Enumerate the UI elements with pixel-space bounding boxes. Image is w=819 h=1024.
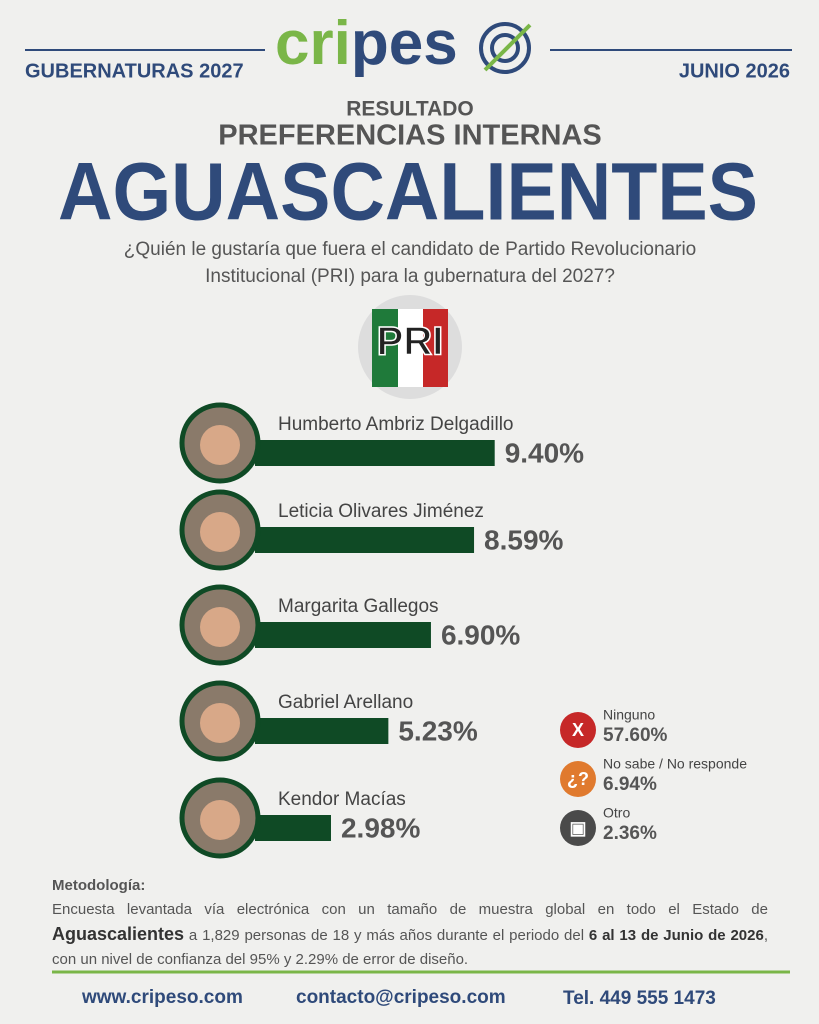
title: AGUASCALIENTES (58, 147, 758, 238)
bar (255, 527, 475, 553)
party-logo-text: PRI (377, 320, 444, 364)
bar (255, 440, 495, 466)
value-label: 6.90% (441, 619, 520, 650)
methodology-text: a 1,829 personas de 18 y más años durant… (184, 927, 589, 944)
answer-value: 6.94% (603, 774, 657, 795)
other-answers: X Ninguno 57.60% ¿? No sabe / No responde 6.9… (560, 707, 747, 846)
answer-icon-glyph: X (572, 720, 584, 740)
answer-name: Otro (603, 805, 630, 821)
footer-phone: Tel. 449 555 1473 (563, 988, 716, 1009)
candidate-name: Kendor Macías (278, 789, 406, 810)
subtitle: PREFERENCIAS INTERNAS (218, 120, 602, 152)
methodology-text: 6 al 13 de Junio de 2026 (588, 927, 764, 944)
answer-value: 57.60% (603, 725, 668, 746)
candidate-name: Gabriel Arellano (278, 692, 413, 713)
header-left: GUBERNATURAS 2027 (25, 60, 244, 82)
photo-face (200, 512, 240, 552)
candidate-name: Leticia Olivares Jiménez (278, 501, 484, 522)
answer-name: Ninguno (603, 707, 655, 723)
answer-name: No sabe / No responde (603, 756, 747, 772)
party-logo: PRI (358, 295, 462, 399)
footer-web: www.cripeso.com (81, 987, 243, 1008)
answer-value: 2.36% (603, 823, 657, 844)
photo-face (200, 607, 240, 647)
question: ¿Quién le gustaría que fuera el candidat… (124, 239, 696, 260)
value-label: 9.40% (505, 437, 584, 468)
value-label: 2.98% (341, 812, 420, 843)
bar (255, 815, 331, 841)
kicker: RESULTADO (346, 98, 474, 121)
methodology: Metodología: Encuesta levantada vía elect… (52, 874, 768, 972)
photo-face (200, 703, 240, 743)
answer-icon (560, 712, 596, 748)
footer-email: contacto@cripeso.com (296, 987, 506, 1008)
logo-part: pes (351, 9, 458, 78)
photo-face (200, 800, 240, 840)
answer-icon (560, 761, 596, 797)
bar (255, 718, 389, 744)
answer-icon (560, 810, 596, 846)
candidate-name: Humberto Ambriz Delgadillo (278, 414, 514, 435)
answer-icon-glyph: ▣ (569, 818, 586, 838)
methodology-text: Encuesta levantada vía electrónica con u… (52, 901, 768, 918)
candidate-name: Margarita Gallegos (278, 596, 439, 617)
question: Institucional (PRI) para la gubernatura … (205, 266, 615, 287)
methodology-text: , con un nivel de confianza del 95% y 2.… (52, 927, 769, 968)
methodology-heading: Metodología: (52, 877, 146, 894)
value-label: 8.59% (484, 524, 563, 555)
bar (255, 622, 431, 648)
logo-icon (479, 22, 532, 74)
photo-face (200, 425, 240, 465)
methodology-text: Aguascalientes (52, 924, 185, 944)
answer-icon-glyph: ¿? (567, 769, 589, 789)
value-label: 5.23% (398, 715, 477, 746)
header-right: JUNIO 2026 (679, 60, 790, 82)
logo-part: cri (275, 9, 351, 78)
logo: cripes (275, 9, 458, 78)
